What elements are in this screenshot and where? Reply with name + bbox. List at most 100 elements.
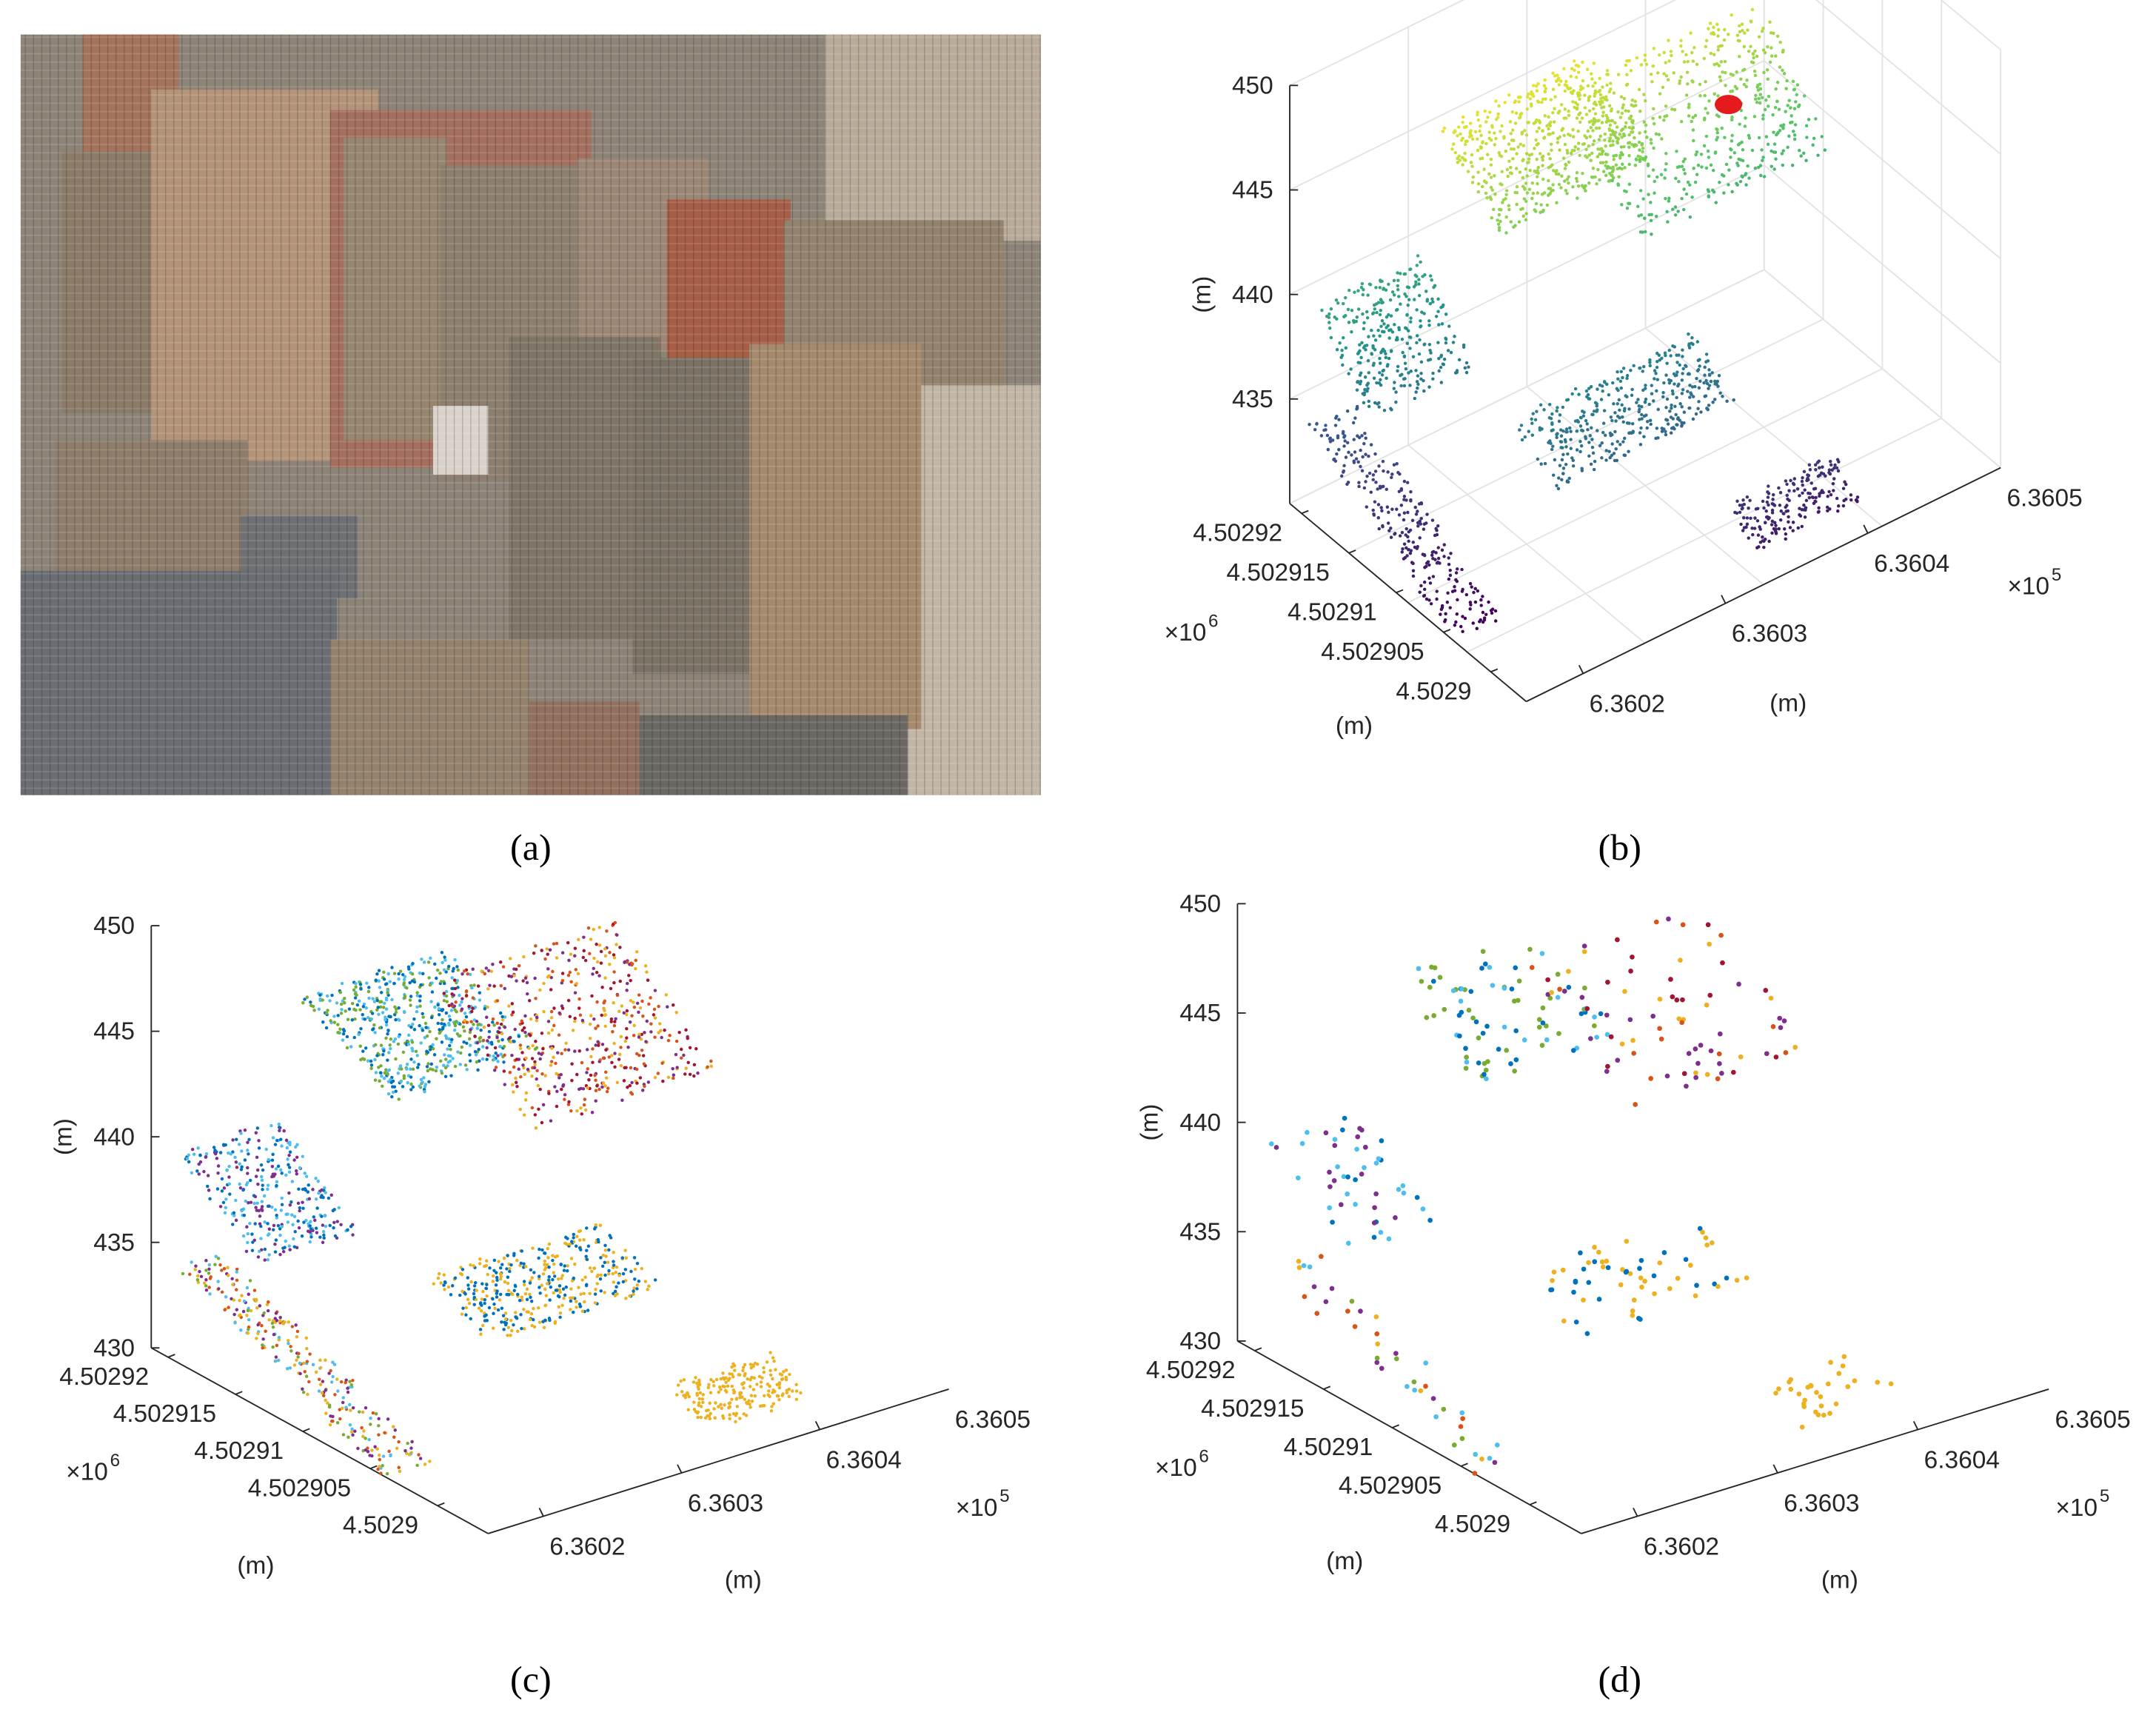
point bbox=[1700, 1229, 1705, 1235]
point bbox=[1618, 1282, 1624, 1288]
point bbox=[613, 1294, 617, 1297]
point bbox=[409, 1088, 413, 1092]
point bbox=[1431, 575, 1436, 578]
point bbox=[1415, 264, 1419, 267]
point bbox=[1670, 107, 1674, 111]
point bbox=[1649, 218, 1653, 223]
point bbox=[1631, 1297, 1637, 1303]
point bbox=[1792, 130, 1795, 133]
point bbox=[550, 1028, 555, 1032]
point bbox=[1713, 379, 1717, 384]
point bbox=[1787, 520, 1790, 524]
z-axis-label: (m) bbox=[50, 1118, 78, 1155]
point bbox=[1575, 107, 1579, 111]
point bbox=[1604, 164, 1607, 168]
point bbox=[544, 1294, 549, 1297]
point bbox=[401, 972, 405, 977]
point bbox=[1787, 489, 1791, 492]
point bbox=[1576, 141, 1581, 145]
point bbox=[261, 1314, 265, 1317]
point bbox=[418, 971, 422, 975]
point bbox=[771, 1356, 775, 1360]
point bbox=[540, 1120, 544, 1125]
point bbox=[1405, 341, 1410, 345]
point bbox=[1551, 71, 1555, 76]
point bbox=[1551, 111, 1555, 115]
point bbox=[540, 1072, 544, 1076]
point bbox=[1612, 91, 1616, 95]
point bbox=[1358, 343, 1362, 347]
point bbox=[1573, 68, 1576, 73]
point bbox=[1386, 470, 1390, 474]
point bbox=[1485, 196, 1489, 200]
point bbox=[296, 1201, 301, 1206]
point bbox=[529, 1268, 533, 1272]
point bbox=[509, 1263, 513, 1267]
point bbox=[375, 1447, 379, 1451]
point bbox=[1417, 278, 1421, 281]
point bbox=[477, 1047, 481, 1052]
x-multiplier: ×10 bbox=[2055, 1494, 2098, 1522]
point bbox=[1353, 1177, 1358, 1183]
point bbox=[1544, 87, 1548, 90]
point bbox=[1641, 364, 1646, 369]
point bbox=[1668, 977, 1673, 982]
point bbox=[529, 1017, 533, 1021]
panel-label: (a) bbox=[510, 826, 552, 868]
point bbox=[235, 1166, 239, 1169]
point bbox=[1616, 73, 1621, 76]
point bbox=[287, 1153, 291, 1157]
point bbox=[1533, 170, 1536, 173]
point bbox=[1639, 213, 1644, 217]
point bbox=[714, 1401, 717, 1405]
point bbox=[596, 1040, 600, 1044]
point bbox=[1733, 84, 1737, 89]
point bbox=[1584, 389, 1589, 393]
point bbox=[1547, 402, 1552, 407]
point bbox=[1658, 92, 1662, 96]
point bbox=[1650, 1013, 1656, 1019]
point bbox=[1738, 179, 1743, 184]
point bbox=[522, 1307, 526, 1311]
point bbox=[1381, 369, 1385, 373]
point bbox=[272, 1223, 276, 1228]
point bbox=[1349, 367, 1353, 371]
point bbox=[267, 1300, 270, 1304]
point bbox=[232, 1211, 236, 1215]
point bbox=[1758, 93, 1762, 96]
point bbox=[1742, 82, 1747, 87]
point bbox=[1711, 31, 1715, 35]
point bbox=[1627, 145, 1631, 149]
z-tick-label: 435 bbox=[1179, 1218, 1221, 1246]
point bbox=[537, 1256, 540, 1260]
point bbox=[1402, 542, 1407, 546]
point bbox=[1637, 1266, 1642, 1271]
point bbox=[1500, 124, 1504, 128]
point bbox=[363, 1017, 367, 1021]
point bbox=[1363, 431, 1367, 435]
point bbox=[1563, 89, 1567, 93]
point bbox=[1378, 371, 1382, 375]
point bbox=[1545, 203, 1550, 207]
point bbox=[393, 1037, 398, 1041]
point bbox=[1564, 189, 1568, 193]
point bbox=[227, 1151, 230, 1155]
point bbox=[512, 1254, 516, 1257]
point bbox=[1750, 20, 1753, 24]
point bbox=[1739, 522, 1743, 527]
point bbox=[1738, 24, 1741, 28]
point bbox=[624, 1066, 628, 1069]
point bbox=[270, 1174, 274, 1179]
point bbox=[271, 1136, 275, 1140]
point bbox=[1484, 141, 1488, 146]
point bbox=[260, 1178, 264, 1183]
point bbox=[1573, 145, 1577, 149]
point bbox=[1463, 366, 1467, 370]
point bbox=[1370, 312, 1375, 315]
point bbox=[1727, 168, 1731, 172]
point bbox=[560, 951, 565, 955]
point bbox=[1594, 1035, 1600, 1040]
point bbox=[532, 1066, 537, 1070]
point bbox=[595, 1282, 599, 1286]
point bbox=[766, 1383, 770, 1386]
